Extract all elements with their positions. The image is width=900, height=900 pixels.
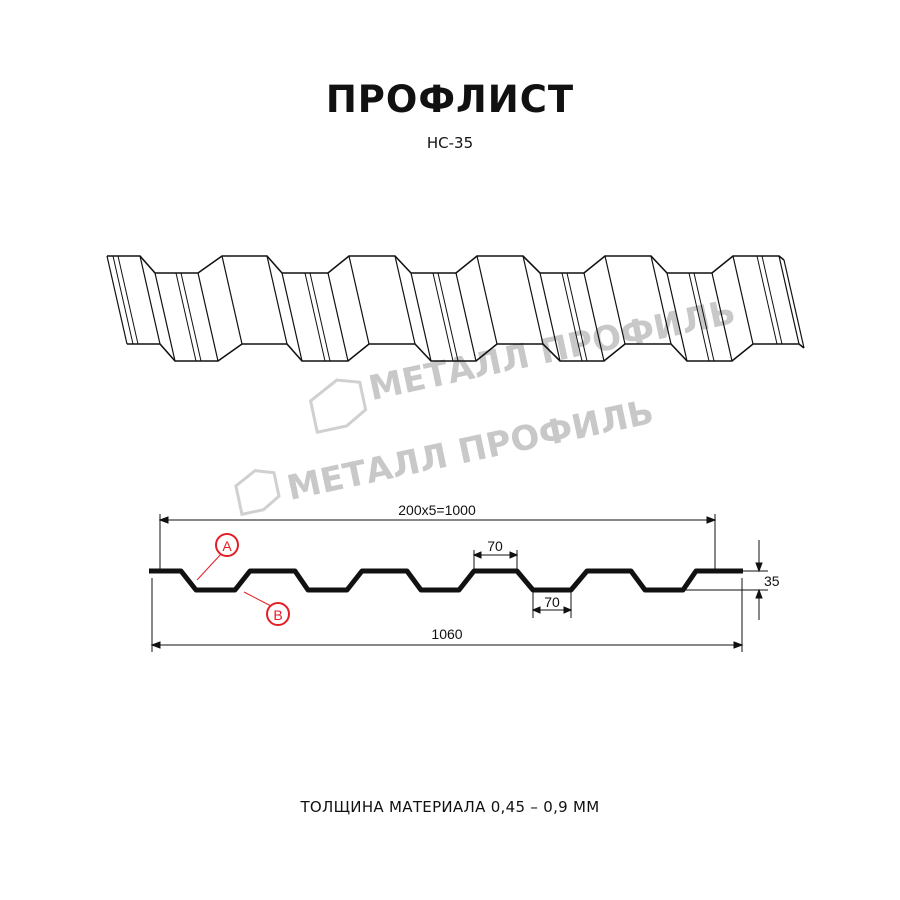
- sheet-stiffener-line: [112, 255, 134, 345]
- marker-b: B: [243, 591, 290, 626]
- sheet-fold-line: [604, 255, 626, 345]
- dimension-height-label: 35: [764, 573, 780, 589]
- sheet-stiffener-line: [566, 272, 588, 362]
- sheet-stiffener-line: [693, 272, 715, 362]
- sheet-fold-line: [778, 255, 800, 345]
- sheet-stiffener-line: [180, 272, 202, 362]
- sheet-fold-line: [106, 255, 128, 345]
- sheet-fold-line: [139, 255, 161, 345]
- sheet-fold-line: [327, 272, 349, 362]
- dimension-top-rib-label: 70: [487, 538, 503, 554]
- sheet-fold-line: [197, 272, 219, 362]
- sheet-stiffener-line: [117, 255, 139, 345]
- sheet-fold-line: [266, 255, 288, 345]
- sheet-stiffener-line: [761, 255, 783, 345]
- sheet-fold-line: [455, 272, 477, 362]
- svg-text:МЕТАЛЛ ПРОФИЛЬ: МЕТАЛЛ ПРОФИЛЬ: [284, 392, 658, 509]
- dimension-width-label: 1060: [431, 626, 462, 642]
- sheet-fold-line: [281, 272, 303, 362]
- sheet-fold-line: [783, 259, 805, 349]
- marker-a: A: [196, 533, 239, 581]
- marker-b-label: B: [273, 607, 282, 623]
- profiled-sheet-3d-view: [106, 255, 805, 362]
- thickness-note: ТОЛЩИНА МАТЕРИАЛА 0,45 – 0,9 ММ: [300, 798, 600, 816]
- sheet-top-edge: [107, 255, 785, 274]
- sheet-stiffener-line: [561, 272, 583, 362]
- sheet-fold-line: [711, 272, 733, 362]
- marker-a-label: A: [222, 538, 232, 554]
- page-title: ПРОФЛИСТ: [325, 78, 575, 121]
- dimension-bottom-rib-label: 70: [544, 594, 560, 610]
- sheet-fold-line: [154, 272, 176, 362]
- sheet-stiffener-line: [688, 272, 710, 362]
- sheet-fold-line: [410, 272, 432, 362]
- sheet-fold-line: [348, 255, 370, 345]
- sheet-fold-line: [539, 272, 561, 362]
- sheet-fold-line: [583, 272, 605, 362]
- watermark-logo-bottom: МЕТАЛЛ ПРОФИЛЬ: [234, 392, 658, 517]
- sheet-stiffener-line: [432, 272, 454, 362]
- sheet-fold-line: [221, 255, 243, 345]
- dimension-pitch-label: 200x5=1000: [398, 502, 476, 518]
- sheet-fold-line: [732, 255, 754, 345]
- sheet-stiffener-line: [304, 272, 326, 362]
- sheet-stiffener-line: [175, 272, 197, 362]
- sheet-fold-line: [394, 255, 416, 345]
- cross-section: 200x5=1000 1060 70 70 35 A B: [149, 502, 780, 652]
- sheet-fold-line: [476, 255, 498, 345]
- sheet-fold-line: [650, 255, 672, 345]
- sheet-stiffener-line: [756, 255, 778, 345]
- profile-model: НС-35: [426, 134, 474, 152]
- profile-outline: [149, 568, 743, 593]
- sheet-fold-line: [522, 255, 544, 345]
- sheet-stiffener-line: [437, 272, 459, 362]
- sheet-fold-line: [666, 272, 688, 362]
- sheet-stiffener-line: [309, 272, 331, 362]
